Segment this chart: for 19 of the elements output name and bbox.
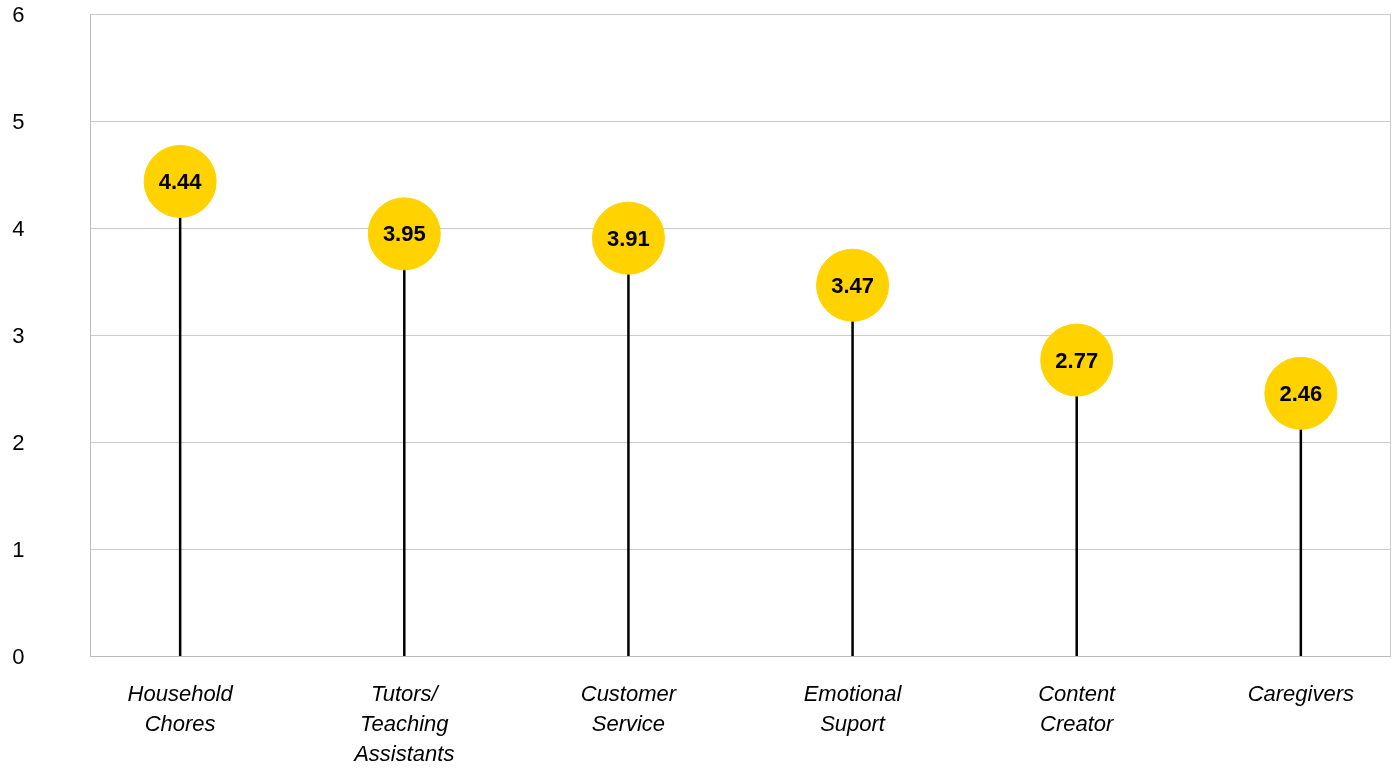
x-tick-label: Caregivers [1247, 680, 1355, 706]
y-tick-label: 2 [12, 430, 25, 455]
x-tick-label: Emotional Suport [803, 680, 903, 736]
y-tick-label: 5 [12, 109, 25, 134]
data-label: 3.91 [607, 225, 650, 251]
data-label: 3.95 [382, 221, 426, 247]
data-label: 3.47 [831, 272, 874, 298]
data-label: 4.44 [158, 168, 203, 194]
y-tick-label: 1 [12, 537, 25, 562]
x-tick-label: Customer Service [580, 680, 678, 736]
data-label: 2.77 [1055, 347, 1099, 373]
x-tick-label: Content Creator [1038, 680, 1117, 736]
x-tick-label: Household Chores [127, 680, 234, 736]
data-label: 2.46 [1279, 380, 1323, 406]
y-tick-label: 4 [12, 216, 25, 241]
y-tick-label: 6 [12, 2, 25, 27]
y-tick-label: 3 [12, 323, 25, 348]
x-tick-label: Tutors/ Teaching Assistants [352, 680, 455, 766]
y-tick-label: 0 [12, 644, 25, 669]
